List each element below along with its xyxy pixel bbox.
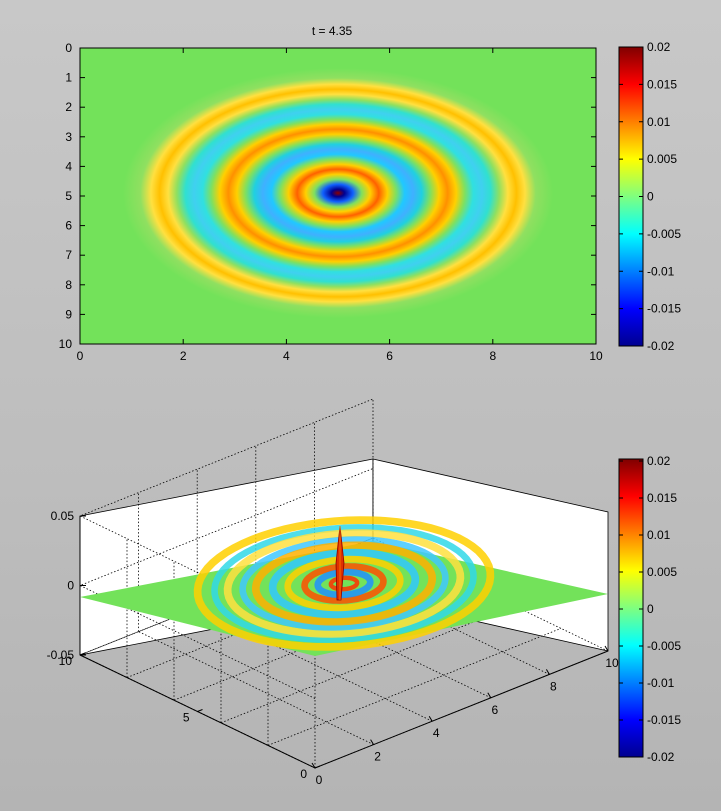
heatmap-y-tick-label: 6 <box>65 219 72 233</box>
surface-x-tick <box>311 762 316 769</box>
heatmap-x-tick-label: 2 <box>180 349 187 363</box>
heatmap-x-tick-label: 10 <box>589 349 603 363</box>
surface-y-tick-label: 0 <box>300 767 307 781</box>
surface-axes-ticks: 0.05 0 -0.05 0 2 4 6 8 10 0 5 10 <box>47 509 619 787</box>
heatmap-y-tick-label: 8 <box>65 278 72 292</box>
surface-z-tick-label: -0.05 <box>47 648 75 662</box>
colorbar-tick-label: 0 <box>647 602 654 616</box>
surface-y-tick <box>197 709 203 712</box>
heatmap-y-tick-label: 2 <box>65 100 72 114</box>
surface-z-tick-label: 0 <box>67 579 74 593</box>
surface-x-tick-label: 6 <box>491 703 498 717</box>
surface-x-tick <box>545 669 550 675</box>
colorbar-tick-label: -0.005 <box>647 227 681 241</box>
heatmap-y-tick-label: 3 <box>65 130 72 144</box>
colorbar-tick-label: 0.02 <box>647 40 671 54</box>
surface-ring <box>223 529 465 638</box>
heatmap-y-tick-label: 0 <box>65 41 72 55</box>
surface-y-tick-label: 5 <box>183 711 190 725</box>
surface-x-tick <box>604 645 609 652</box>
surface-ring <box>211 524 477 643</box>
surface-x-tick-label: 0 <box>316 773 323 787</box>
surface-chart: 0.05 0 -0.05 0 2 4 6 8 10 0 5 10 <box>47 398 619 787</box>
surface-ring <box>284 555 404 612</box>
heatmap-y-tick-label: 4 <box>65 159 72 173</box>
surface-x-tick-label: 8 <box>550 679 557 693</box>
heatmap-y-tick-label: 10 <box>59 337 73 351</box>
surface-floor-edges <box>79 650 609 769</box>
surface-gridline <box>138 631 374 745</box>
colorbar-tick-label: -0.01 <box>647 676 675 690</box>
surface-ring <box>239 536 449 631</box>
heatmap-x-tick-label: 8 <box>489 349 496 363</box>
heatmap-y-tick-label: 7 <box>65 248 72 262</box>
colorbar-bottom: 0.02 0.015 0.01 0.005 0 -0.005 -0.01 -0.015 -0.0… <box>618 454 681 764</box>
colorbar-tick-label: 0.005 <box>647 565 677 579</box>
colorbar-tick-label: 0.02 <box>647 454 671 468</box>
heatmap-x-tick-label: 0 <box>77 349 84 363</box>
colorbar-tick-label: 0.005 <box>647 152 677 166</box>
heatmap-chart: t = 4.35 0 2 4 6 8 10 0 1 2 3 4 5 6 7 8 9 10 <box>59 24 603 363</box>
surface-x-tick-label: 2 <box>374 750 381 764</box>
heatmap-y-axis: 0 1 2 3 4 5 6 7 8 9 10 <box>59 41 596 351</box>
colorbar-tick-label: -0.015 <box>647 302 681 316</box>
colorbar-tick-label: 0.01 <box>647 115 671 129</box>
heatmap-x-tick-label: 6 <box>386 349 393 363</box>
colorbar-tick-label: -0.01 <box>647 264 675 278</box>
heatmap-y-tick-label: 9 <box>65 307 72 321</box>
heatmap-title: t = 4.35 <box>312 24 353 38</box>
surface-rings <box>193 516 495 651</box>
surface-y-tick <box>79 652 86 656</box>
surface-z-tick-label: 0.05 <box>51 509 75 523</box>
heatmap-rings <box>123 68 553 319</box>
surface-x-tick <box>428 715 433 722</box>
surface-y-tick <box>314 765 321 769</box>
surface-x-tick-label: 4 <box>433 726 440 740</box>
surface-x-tick <box>370 739 375 745</box>
heatmap-y-tick-label: 1 <box>65 71 72 85</box>
colorbar-tick-label: 0 <box>647 190 654 204</box>
colorbar-tick-label: 0.01 <box>647 528 671 542</box>
colorbar-bottom-bar <box>618 458 644 758</box>
colorbar-tick-label: -0.02 <box>647 750 675 764</box>
colorbar-bottom-ticks: 0.02 0.015 0.01 0.005 0 -0.005 -0.01 -0.015 -0.0… <box>619 454 681 764</box>
surface-x-tick <box>487 692 492 699</box>
heatmap-x-tick-label: 4 <box>283 349 290 363</box>
colorbar-top: 0.02 0.015 0.01 0.005 0 -0.005 -0.01 -0.015 -0.0… <box>618 40 681 353</box>
surface-x-tick-label: 10 <box>605 656 619 670</box>
colorbar-tick-label: -0.005 <box>647 639 681 653</box>
colorbar-top-ticks: 0.02 0.015 0.01 0.005 0 -0.005 -0.01 -0.015 -0.0… <box>619 40 681 353</box>
heatmap-x-axis: 0 2 4 6 8 10 <box>77 48 603 363</box>
surface-gridline <box>267 628 562 746</box>
surface-ring <box>193 516 495 651</box>
surface-ring <box>251 541 437 626</box>
colorbar-tick-label: 0.015 <box>647 491 677 505</box>
colorbar-tick-label: 0.015 <box>647 77 677 91</box>
surface-y-tick-label: 10 <box>59 654 73 668</box>
surface-ring <box>268 548 420 619</box>
colorbar-tick-label: -0.015 <box>647 713 681 727</box>
heatmap-y-tick-label: 5 <box>65 189 72 203</box>
colorbar-tick-label: -0.02 <box>647 339 675 353</box>
surface-gridline <box>220 605 515 724</box>
